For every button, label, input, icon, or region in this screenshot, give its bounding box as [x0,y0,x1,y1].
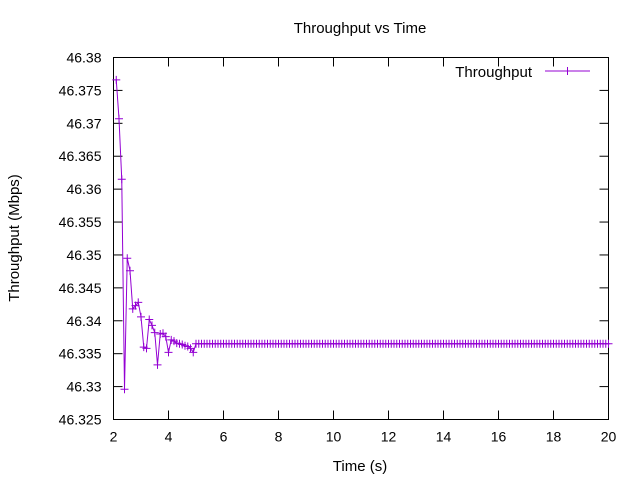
series-throughput [112,75,613,394]
x-tick-label: 6 [220,429,228,445]
data-point [150,328,159,337]
legend: Throughput [455,64,590,81]
data-point [161,332,170,341]
x-tick-label: 4 [165,429,173,445]
data-point [123,254,132,263]
y-axis: 46.325 46.33 46.335 46.34 46.345 46.35 46.355 4… [59,50,609,428]
x-tick-label: 16 [491,429,507,445]
data-point [117,175,126,184]
data-point [120,385,129,394]
data-point [137,312,145,321]
chart-title: Throughput vs Time [294,20,427,37]
data-point [604,339,613,348]
y-axis-label: Throughput (Mbps) [6,174,23,302]
y-tick-label: 46.36 [66,181,101,197]
x-tick-label: 12 [381,429,397,445]
data-point [164,348,173,357]
data-point [134,298,143,307]
legend-marker-throughput [563,67,572,75]
x-tick-label: 20 [601,429,617,445]
y-tick-label: 46.34 [66,313,101,329]
x-axis-label: Time (s) [333,458,387,475]
data-point [115,114,123,123]
x-tick-label: 2 [110,429,118,445]
x-tick-label: 14 [436,429,452,445]
y-tick-label: 46.375 [59,82,102,98]
data-point [126,266,134,275]
y-tick-label: 46.345 [59,280,102,296]
data-point [148,321,156,330]
x-axis: 2 4 6 8 10 12 14 16 18 20 [110,57,617,445]
y-tick-label: 46.35 [66,247,101,263]
data-point [153,360,162,369]
data-point [142,344,151,353]
y-tick-label: 46.365 [59,148,102,164]
data-point [189,348,198,357]
y-tick-label: 46.33 [66,379,101,395]
plot-area-border [113,57,609,420]
x-tick-label: 8 [275,429,283,445]
x-tick-label: 18 [546,429,562,445]
y-tick-label: 46.335 [59,346,102,362]
x-tick-label: 10 [326,429,342,445]
data-point [145,315,154,324]
y-tick-label: 46.37 [66,115,101,131]
y-tick-label: 46.38 [66,50,101,66]
legend-label-throughput: Throughput [455,64,533,81]
y-tick-label: 46.325 [59,412,102,428]
y-tick-label: 46.355 [59,214,102,230]
data-point [112,75,121,84]
